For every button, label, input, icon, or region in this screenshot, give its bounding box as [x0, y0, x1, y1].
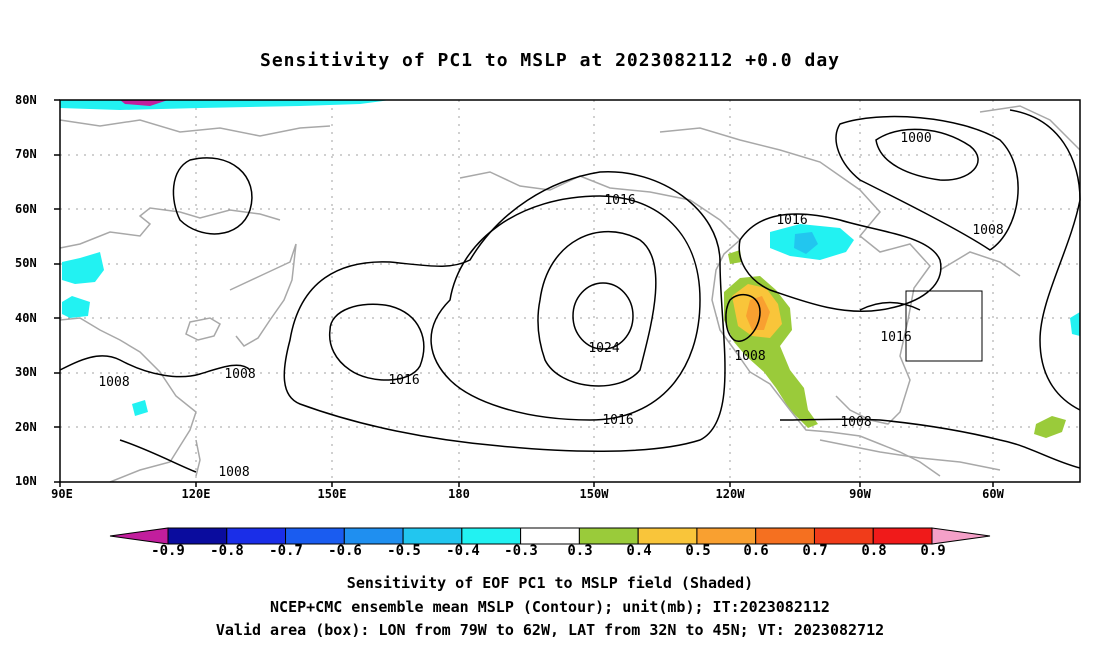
colorbar-swatches — [109, 527, 991, 545]
lon-label: 180 — [448, 487, 470, 501]
colorbar-swatch — [813, 527, 874, 545]
contour-1016-large — [430, 195, 701, 421]
colorbar-swatch — [402, 527, 463, 545]
contour-label: 1008 — [224, 367, 255, 382]
contour-labels: 1000 1008 1016 1024 1016 1008 1016 1016 … — [98, 131, 1003, 480]
shaded-sensitivity — [60, 100, 1080, 438]
contour-1008-china — [59, 355, 251, 378]
colorbar-swatch — [167, 527, 228, 545]
colorbar-swatch — [520, 527, 580, 545]
grid-lines — [60, 100, 1080, 482]
contour-1000-lowpressure — [875, 128, 979, 181]
negative-shade-china — [62, 296, 90, 318]
contour-1016-eastern-us — [859, 301, 921, 311]
colorbar-label: -0.3 — [504, 543, 538, 559]
positive-shade-atlantic-south — [1034, 416, 1066, 438]
coastlines — [59, 105, 1081, 483]
colorbar-label: 0.3 — [567, 543, 593, 559]
lat-label: 30N — [15, 365, 37, 379]
colorbar-swatch — [109, 527, 169, 545]
lat-label: 60N — [15, 202, 37, 216]
negative-shade-scs — [132, 400, 148, 416]
colorbar-label: -0.9 — [151, 543, 185, 559]
lon-label: 90W — [849, 487, 871, 501]
contour-1008-mexico — [779, 418, 1081, 469]
high-1024 — [572, 282, 634, 350]
colorbar-swatch — [578, 527, 639, 545]
colorbar-label: 0.8 — [861, 543, 887, 559]
mslp-contours — [59, 109, 1081, 473]
colorbar-label: 0.7 — [802, 543, 828, 559]
negative-shade-atlantic — [1070, 312, 1080, 336]
contour-label: 1016 — [880, 330, 911, 345]
colorbar-swatch — [755, 527, 815, 545]
contour-1016-west — [328, 303, 425, 381]
colorbar-label: 0.6 — [743, 543, 769, 559]
colorbar-label: -0.5 — [387, 543, 421, 559]
plot-frame — [59, 99, 1081, 483]
contour-label: 1016 — [604, 193, 635, 208]
contour-label: 1016 — [388, 373, 419, 388]
axis-ticks — [54, 99, 994, 487]
lon-label: 150W — [579, 487, 609, 501]
contour-label: 1008 — [734, 349, 765, 364]
contour-1008-pacific — [283, 171, 726, 453]
colorbar-label: 0.5 — [685, 543, 711, 559]
high-1016-ring — [537, 230, 657, 387]
negative-shade-arctic-strong — [120, 100, 168, 106]
colorbar-swatch — [343, 527, 404, 545]
contour-label: 1008 — [218, 465, 249, 480]
negative-shade-siberia — [62, 252, 104, 284]
lat-label: 10N — [15, 474, 37, 488]
caption-contour: NCEP+CMC ensemble mean MSLP (Contour); u… — [270, 598, 830, 616]
lat-label: 80N — [15, 93, 37, 107]
caption-shaded: Sensitivity of EOF PC1 to MSLP field (Sh… — [346, 574, 754, 592]
contour-1016-canada — [738, 213, 942, 313]
lat-label: 50N — [15, 256, 37, 270]
colorbar-swatch — [637, 527, 698, 545]
lat-label: 70N — [15, 147, 37, 161]
contour-1008-south — [119, 439, 197, 473]
contour-1008-westus — [725, 293, 761, 343]
colorbar-label: -0.6 — [328, 543, 362, 559]
contour-label: 1000 — [900, 131, 931, 146]
contour-label: 1016 — [776, 213, 807, 228]
map-title: Sensitivity of PC1 to MSLP at 2023082112… — [259, 50, 840, 71]
colorbar-label: -0.7 — [269, 543, 303, 559]
contour-label: 1016 — [602, 413, 633, 428]
colorbar-swatch — [285, 527, 345, 545]
contour-1008-north-china — [172, 157, 253, 235]
positive-shade-bc — [728, 250, 742, 264]
colorbar-swatch — [872, 527, 933, 545]
lon-label: 120E — [181, 487, 211, 501]
lon-label: 90E — [51, 487, 73, 501]
colorbar-swatch — [226, 527, 287, 545]
colorbar-label: 0.4 — [626, 543, 652, 559]
negative-shade-canada-core — [794, 232, 818, 254]
contour-1016-atlantic — [1009, 109, 1081, 411]
lon-label: 150E — [317, 487, 347, 501]
contour-label: 1008 — [972, 223, 1003, 238]
lon-label: 120W — [715, 487, 745, 501]
contour-label: 1008 — [840, 415, 871, 430]
colorbar-swatch — [931, 527, 991, 545]
caption-valid-area: Valid area (box): LON from 79W to 62W, L… — [215, 621, 885, 639]
colorbar-label: 0.9 — [920, 543, 946, 559]
contour-label: 1008 — [98, 375, 129, 390]
lat-label: 40N — [15, 311, 37, 325]
lon-label: 60W — [982, 487, 1004, 501]
positive-shade-west-us-orange — [746, 296, 770, 330]
colorbar-swatch — [461, 527, 522, 545]
colorbar-swatch — [696, 527, 757, 545]
contour-label: 1024 — [588, 341, 619, 356]
contour-1008-northeast — [835, 115, 1019, 251]
valid-area-box — [905, 290, 983, 362]
colorbar-label: -0.4 — [446, 543, 480, 559]
colorbar-label: -0.8 — [210, 543, 244, 559]
lat-label: 20N — [15, 420, 37, 434]
